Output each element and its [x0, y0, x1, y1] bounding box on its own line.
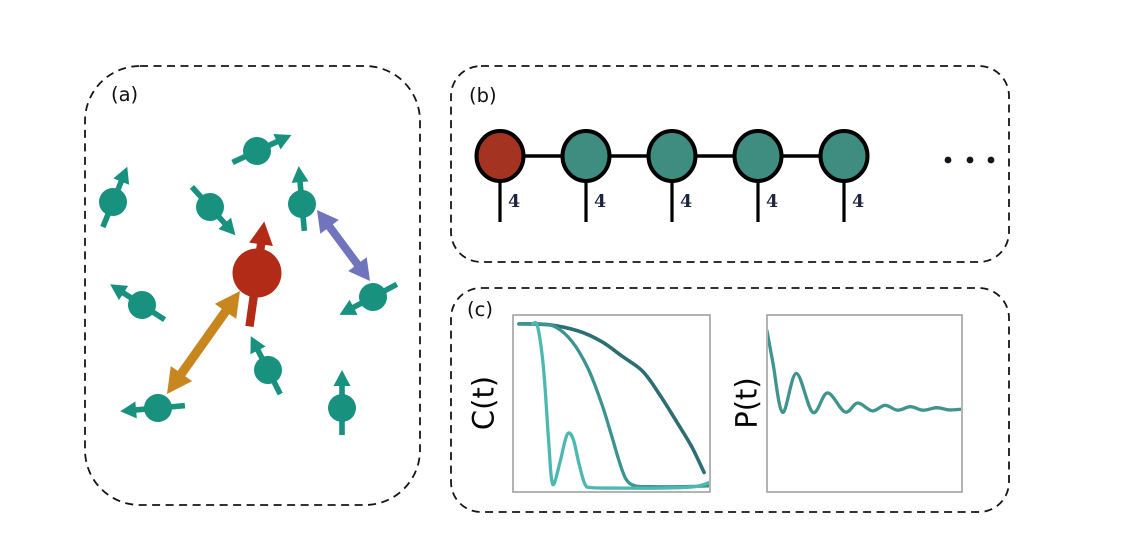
leg-dimension-label: 4 [508, 192, 520, 212]
pt-axis-label: P(t) [729, 377, 764, 429]
chain-ellipsis-dot [944, 156, 952, 164]
bath-spin [99, 166, 130, 229]
bath-spin [189, 185, 236, 236]
leg-dimension-label: 4 [766, 192, 778, 212]
chain-site-central [474, 129, 526, 183]
leg-dimension-label: 4 [852, 192, 864, 212]
chain-site [818, 129, 870, 183]
bath-spin [231, 133, 292, 165]
spin-circle [196, 193, 224, 221]
spin-circle [254, 356, 282, 384]
chain-ellipsis-dot [966, 156, 974, 164]
chain-site [560, 129, 612, 183]
pt-curve-damped-oscillation [768, 329, 961, 415]
panel-a-label: (a) [111, 83, 139, 106]
leg-dimension-label: 4 [594, 192, 606, 212]
ct-axis-label: C(t) [466, 375, 501, 431]
spin-circle [232, 248, 282, 298]
bath-spin [250, 336, 283, 396]
panel-b-border [450, 65, 1010, 263]
bath-spin [288, 166, 316, 232]
panel-c-label: (c) [467, 298, 493, 321]
panel-a-border [84, 65, 421, 506]
pt-plot-frame [766, 314, 963, 493]
spin-circle [288, 190, 316, 218]
bath-spin [120, 394, 186, 422]
coupling-arrow-orange [167, 291, 240, 394]
panel-b-label: (b) [469, 84, 497, 107]
ct-plot-frame [512, 314, 711, 493]
spin-circle [128, 291, 156, 319]
chain-site [732, 129, 784, 183]
coupling-arrow-blue [317, 210, 370, 281]
spin-circle [243, 137, 271, 165]
central-spin [232, 221, 282, 328]
chain-ellipsis-dot [987, 156, 995, 164]
spin-circle [328, 394, 356, 422]
spin-circle [99, 188, 127, 216]
ct-curve-slow-decay [517, 322, 706, 475]
panel-c-border [450, 287, 1010, 513]
bath-spin [339, 281, 399, 315]
spin-circle [144, 394, 172, 422]
spin-circle [359, 283, 387, 311]
chain-site [646, 129, 698, 183]
bath-spin [110, 284, 167, 323]
leg-dimension-label: 4 [680, 192, 692, 212]
bath-spin [328, 370, 356, 435]
ct-curve-fast-decay-with-revival [531, 320, 709, 490]
